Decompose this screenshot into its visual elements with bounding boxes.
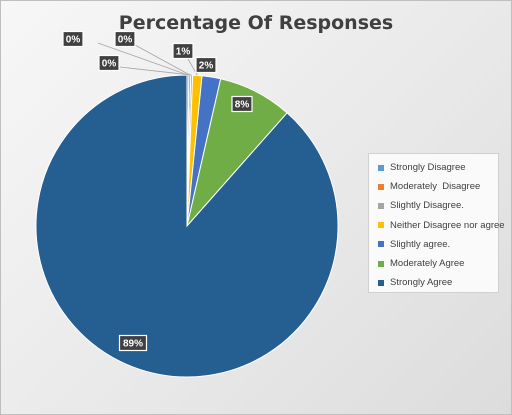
data-label-7: 89%	[118, 334, 148, 352]
legend-item: Moderately Disagree	[378, 177, 498, 196]
legend-item: Neither Disagree nor agree	[378, 216, 505, 235]
svg-text:0%: 0%	[102, 59, 117, 70]
data-label-6: 8%	[231, 95, 253, 113]
leader-line-3	[119, 66, 192, 76]
legend-label: Strongly Agree	[390, 277, 453, 289]
legend-item: Strongly Agree	[378, 273, 498, 292]
legend-label: Slightly agree.	[390, 238, 451, 250]
data-label-5: 2%	[195, 56, 217, 74]
legend-item: Slightly Disagree.	[378, 196, 498, 215]
legend-label: Strongly Disagree	[390, 162, 466, 174]
leader-line-1	[97, 42, 189, 76]
data-label-4: 1%	[172, 42, 194, 60]
svg-text:89%: 89%	[123, 339, 143, 350]
legend-swatch	[378, 260, 384, 267]
svg-text:0%: 0%	[118, 35, 133, 46]
legend-swatch	[378, 202, 384, 209]
legend-swatch	[378, 279, 384, 286]
svg-text:8%: 8%	[235, 100, 250, 111]
legend-swatch	[378, 222, 384, 229]
pie-slice-7	[35, 74, 339, 378]
legend-label: Moderately Disagree	[390, 181, 481, 193]
legend-label: Neither Disagree nor agree	[390, 219, 505, 231]
legend-swatch	[378, 241, 384, 248]
legend: Strongly Disagree Moderately Disagree Slig…	[368, 153, 505, 293]
svg-text:2%: 2%	[199, 61, 214, 72]
svg-text:0%: 0%	[66, 35, 81, 46]
data-label-3: 0%	[98, 54, 120, 72]
chart-title: Percentage Of Responses	[118, 12, 394, 34]
data-label-1: 0%	[62, 30, 84, 48]
legend-item: Strongly Disagree	[378, 158, 498, 177]
legend-label: Slightly Disagree.	[390, 200, 464, 212]
data-label-2: 0%	[114, 30, 136, 48]
legend-item: Slightly agree.	[378, 235, 498, 254]
svg-text:1%: 1%	[176, 47, 191, 58]
legend-swatch	[378, 164, 384, 171]
legend-swatch	[378, 183, 384, 190]
legend-item: Moderately Agree	[378, 254, 498, 273]
leader-line-2	[134, 44, 191, 76]
legend-label: Moderately Agree	[390, 258, 465, 270]
